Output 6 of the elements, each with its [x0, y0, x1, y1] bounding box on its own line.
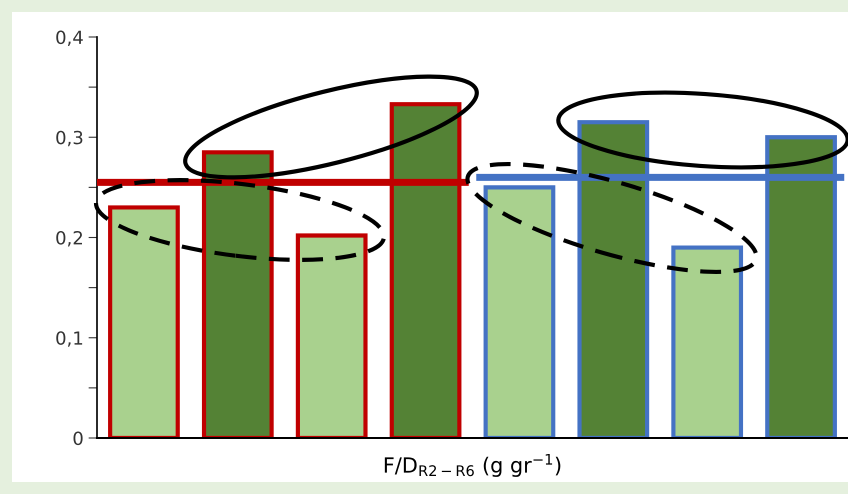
x-axis-title: F/D$_{R2−R6}$ (g gr$^{−1}$)	[384, 454, 560, 477]
y-tick-label: 0,1	[56, 331, 82, 347]
y-tick-label: 0	[74, 431, 83, 446]
y-tick-label: 0,3	[56, 130, 82, 146]
y-tick-label: 0,2	[56, 230, 82, 246]
y-tick-label: 0,4	[56, 30, 83, 46]
